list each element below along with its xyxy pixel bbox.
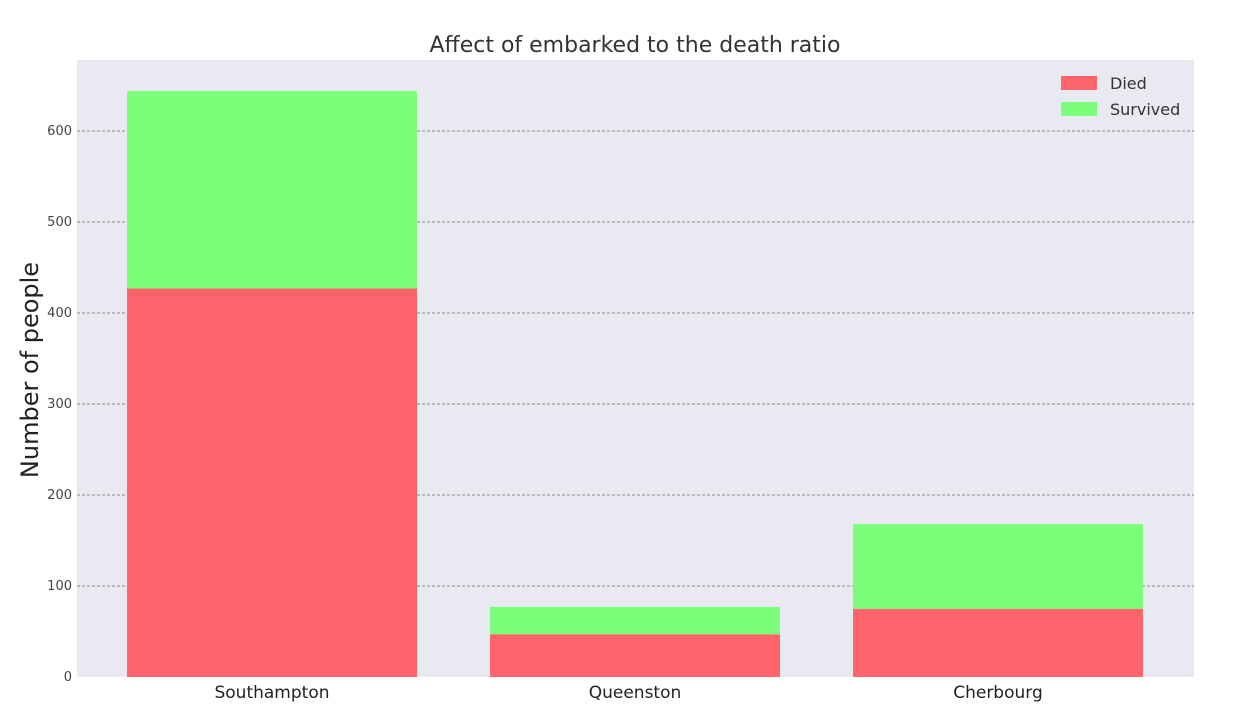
legend-label-died: Died (1110, 74, 1147, 93)
bar-survived-cherbourg (853, 524, 1143, 609)
bar-survived-southampton (127, 90, 417, 289)
chart-title: Affect of embarked to the death ratio (429, 33, 840, 58)
x-tick-label: Southampton (214, 683, 329, 703)
bars (127, 90, 1143, 677)
legend-label-survived: Survived (1110, 100, 1180, 119)
y-axis-ticks: 0 100 200 300 400 500 600 (47, 124, 72, 685)
y-tick-label: 600 (47, 124, 72, 139)
bar-died-queenston (490, 634, 780, 677)
bar-survived-queenston (490, 606, 780, 635)
y-tick-label: 300 (47, 397, 72, 412)
y-tick-label: 0 (64, 670, 72, 685)
x-tick-label: Cherbourg (953, 683, 1043, 703)
y-tick-label: 100 (47, 579, 72, 594)
legend-swatch-died (1061, 76, 1097, 90)
bar-died-southampton (127, 288, 417, 677)
y-tick-label: 200 (47, 488, 72, 503)
y-axis-label: Number of people (16, 262, 44, 478)
x-tick-label: Queenston (589, 683, 682, 703)
x-axis-ticks: Southampton Queenston Cherbourg (214, 683, 1042, 703)
y-tick-label: 400 (47, 306, 72, 321)
legend: Died Survived (1061, 74, 1180, 119)
legend-swatch-survived (1061, 102, 1097, 116)
y-tick-label: 500 (47, 215, 72, 230)
bar-died-cherbourg (853, 608, 1143, 677)
